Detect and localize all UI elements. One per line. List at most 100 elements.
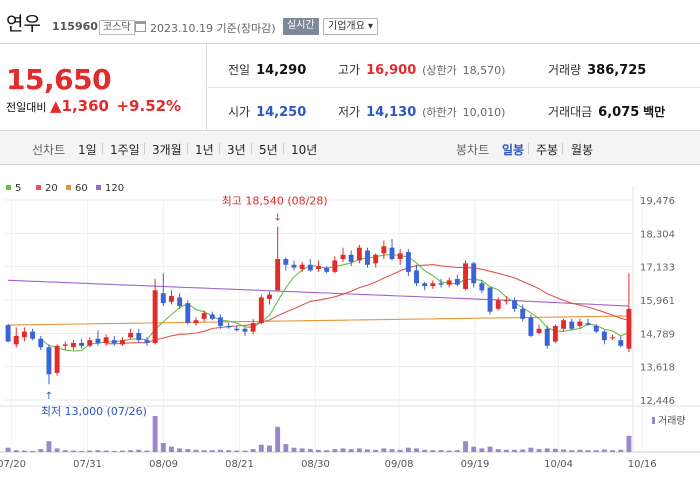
x-tick-label: 08/30 <box>301 459 330 470</box>
candle-body <box>267 294 272 299</box>
volume-bar <box>299 448 305 452</box>
volume-bar <box>46 441 52 452</box>
chart-legend: 5 20 60 120 <box>6 183 124 194</box>
open: 시가 14,250 <box>228 103 306 120</box>
volume-bar <box>552 448 558 452</box>
candle-body <box>201 313 207 319</box>
candlestick-chart[interactable]: 5 20 60 120 거래량 19,476 18,304 17,133 15,961 14,… <box>0 166 700 490</box>
volume-bar <box>422 449 428 452</box>
lower-limit-value: 10,010) <box>462 106 506 119</box>
candle-monthly[interactable]: 월봉 <box>571 143 594 157</box>
volume-bar <box>30 450 36 452</box>
prev-close-value: 14,290 <box>256 63 307 78</box>
volume-bar <box>87 450 93 452</box>
volume-bar <box>618 449 624 452</box>
volume-bar <box>503 449 509 452</box>
period-3m[interactable]: 3개월 <box>152 143 182 157</box>
x-tick-label: 08/21 <box>225 459 254 470</box>
candle-body <box>405 251 411 272</box>
period-1w[interactable]: 1주일 <box>110 143 140 157</box>
chart-grid <box>0 166 700 490</box>
volume-bar <box>95 450 101 452</box>
volume-bar <box>307 449 313 452</box>
stock-code: 115960 <box>52 20 98 33</box>
candle-body <box>54 345 60 373</box>
volume-bar <box>495 449 501 452</box>
legend-swatch <box>36 185 41 190</box>
ma20-line <box>106 264 630 345</box>
y-tick-label: 12,446 <box>640 396 675 407</box>
volume-bar <box>62 450 68 452</box>
candle-body <box>397 253 403 260</box>
divider <box>528 143 529 154</box>
candle-body <box>21 331 27 338</box>
candle-body <box>471 263 477 284</box>
volume-bar <box>601 449 607 452</box>
volume-bar <box>610 450 616 452</box>
x-axis-ticks: 07/20 07/31 08/09 08/21 08/30 09/08 09/19 10/04… <box>0 459 657 470</box>
volume-bar <box>242 450 248 452</box>
period-10y[interactable]: 10년 <box>291 143 318 157</box>
candle-chart-label: 봉차트 <box>456 143 490 157</box>
low: 저가 14,130 (하한가 10,010) <box>338 103 505 120</box>
candle-body <box>128 333 134 338</box>
realtime-button[interactable]: 실시간 <box>283 18 319 35</box>
candle-weekly[interactable]: 주봉 <box>536 143 559 157</box>
volume-bar <box>577 449 583 452</box>
candle-body <box>577 321 583 326</box>
volume-bar <box>275 426 281 452</box>
candle-body <box>438 283 444 285</box>
volume-bar <box>218 449 223 452</box>
x-tick-label: 10/16 <box>628 459 657 470</box>
x-tick-label: 09/19 <box>461 459 490 470</box>
company-overview-dropdown[interactable]: 기업개요 ▾ <box>323 18 378 35</box>
volume-bar <box>226 450 232 452</box>
price-summary: 15,650 전일대비 ▲1,360 +9.52% 전일 14,290 고가 16,… <box>0 44 700 131</box>
period-1d[interactable]: 1일 <box>78 143 97 157</box>
volume-bar <box>160 443 166 452</box>
divider <box>102 143 103 154</box>
high: 고가 16,900 (상한가 18,570) <box>338 61 505 78</box>
candle-body <box>62 344 68 346</box>
volume-bar <box>54 448 60 452</box>
current-price: 15,650 <box>6 63 112 96</box>
volume-bar <box>454 450 460 452</box>
upper-limit-value: 18,570) <box>462 64 506 77</box>
divider <box>144 143 145 154</box>
candle-body <box>103 337 109 343</box>
period-5y[interactable]: 5년 <box>259 143 278 157</box>
legend-label: 20 <box>45 183 58 194</box>
candle-body <box>144 340 150 343</box>
volume-bar <box>185 449 191 452</box>
x-tick-label: 07/31 <box>73 459 102 470</box>
period-3y[interactable]: 3년 <box>227 143 246 157</box>
candle-body <box>569 321 575 329</box>
candle-body <box>307 264 313 271</box>
volume-bar <box>234 450 240 452</box>
candle-body <box>487 287 493 312</box>
change-percent: +9.52% <box>116 97 182 115</box>
divider <box>206 87 700 88</box>
candle-body <box>495 300 501 309</box>
low-annotation: 최저 13,000 (07/26) <box>41 405 147 418</box>
volume-label: 거래량 <box>548 63 582 77</box>
ma120-line <box>8 279 629 307</box>
period-1y[interactable]: 1년 <box>195 143 214 157</box>
volume-bar <box>479 448 485 452</box>
volume-bar <box>267 445 272 452</box>
volume-bar <box>561 449 567 452</box>
volume-bar <box>471 446 477 452</box>
volume-bar <box>348 449 354 452</box>
volume-bar <box>528 447 534 452</box>
candle-body <box>332 260 338 272</box>
candle-body <box>593 325 599 332</box>
volume-bar <box>405 447 411 452</box>
chart-toolbar: 선차트 1일 1주일 3개월 1년 3년 5년 10년 봉차트 일봉 주봉 월봉 <box>0 131 700 165</box>
candle-body <box>454 278 460 285</box>
legend-label: 120 <box>105 183 124 194</box>
base-date: 2023.10.19 기준(장마감) <box>150 22 276 35</box>
candle-body <box>152 290 158 343</box>
volume-bar <box>626 435 632 452</box>
candle-daily[interactable]: 일봉 <box>502 143 525 157</box>
change-label: 전일대비 <box>6 101 47 114</box>
